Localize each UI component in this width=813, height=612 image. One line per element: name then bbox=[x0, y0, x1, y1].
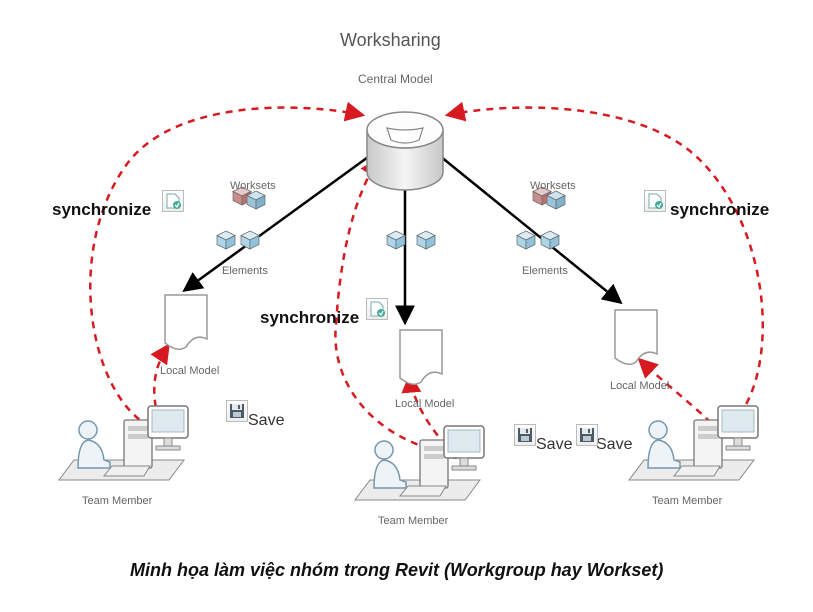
elements-label: Elements bbox=[522, 265, 568, 277]
synchronize-icon bbox=[366, 298, 388, 320]
synchronize-label: synchronize bbox=[260, 308, 359, 328]
synchronize-icon bbox=[644, 190, 666, 212]
workset-label: Worksets bbox=[530, 180, 576, 192]
save-icon bbox=[226, 400, 248, 422]
synchronize-icon bbox=[162, 190, 184, 212]
figure-caption: Minh họa làm việc nhóm trong Revit (Work… bbox=[130, 560, 663, 581]
workset-label: Worksets bbox=[230, 180, 276, 192]
local-model-label: Local Model bbox=[395, 398, 454, 410]
synchronize-label: synchronize bbox=[670, 200, 769, 220]
save-icon bbox=[514, 424, 536, 446]
save-icon bbox=[576, 424, 598, 446]
local-model-label: Local Model bbox=[610, 380, 669, 392]
local-model-label: Local Model bbox=[160, 365, 219, 377]
team-member-label: Team Member bbox=[82, 495, 152, 507]
diagram-title: Worksharing bbox=[340, 30, 441, 51]
save-label: Save bbox=[536, 436, 572, 454]
save-label: Save bbox=[248, 412, 284, 430]
central-model-label: Central Model bbox=[358, 72, 433, 86]
labels-layer: Worksets Elements Worksets Elements Local Mo… bbox=[0, 0, 813, 612]
team-member-label: Team Member bbox=[378, 515, 448, 527]
save-label: Save bbox=[596, 436, 632, 454]
synchronize-label: synchronize bbox=[52, 200, 151, 220]
elements-label: Elements bbox=[222, 265, 268, 277]
team-member-label: Team Member bbox=[652, 495, 722, 507]
